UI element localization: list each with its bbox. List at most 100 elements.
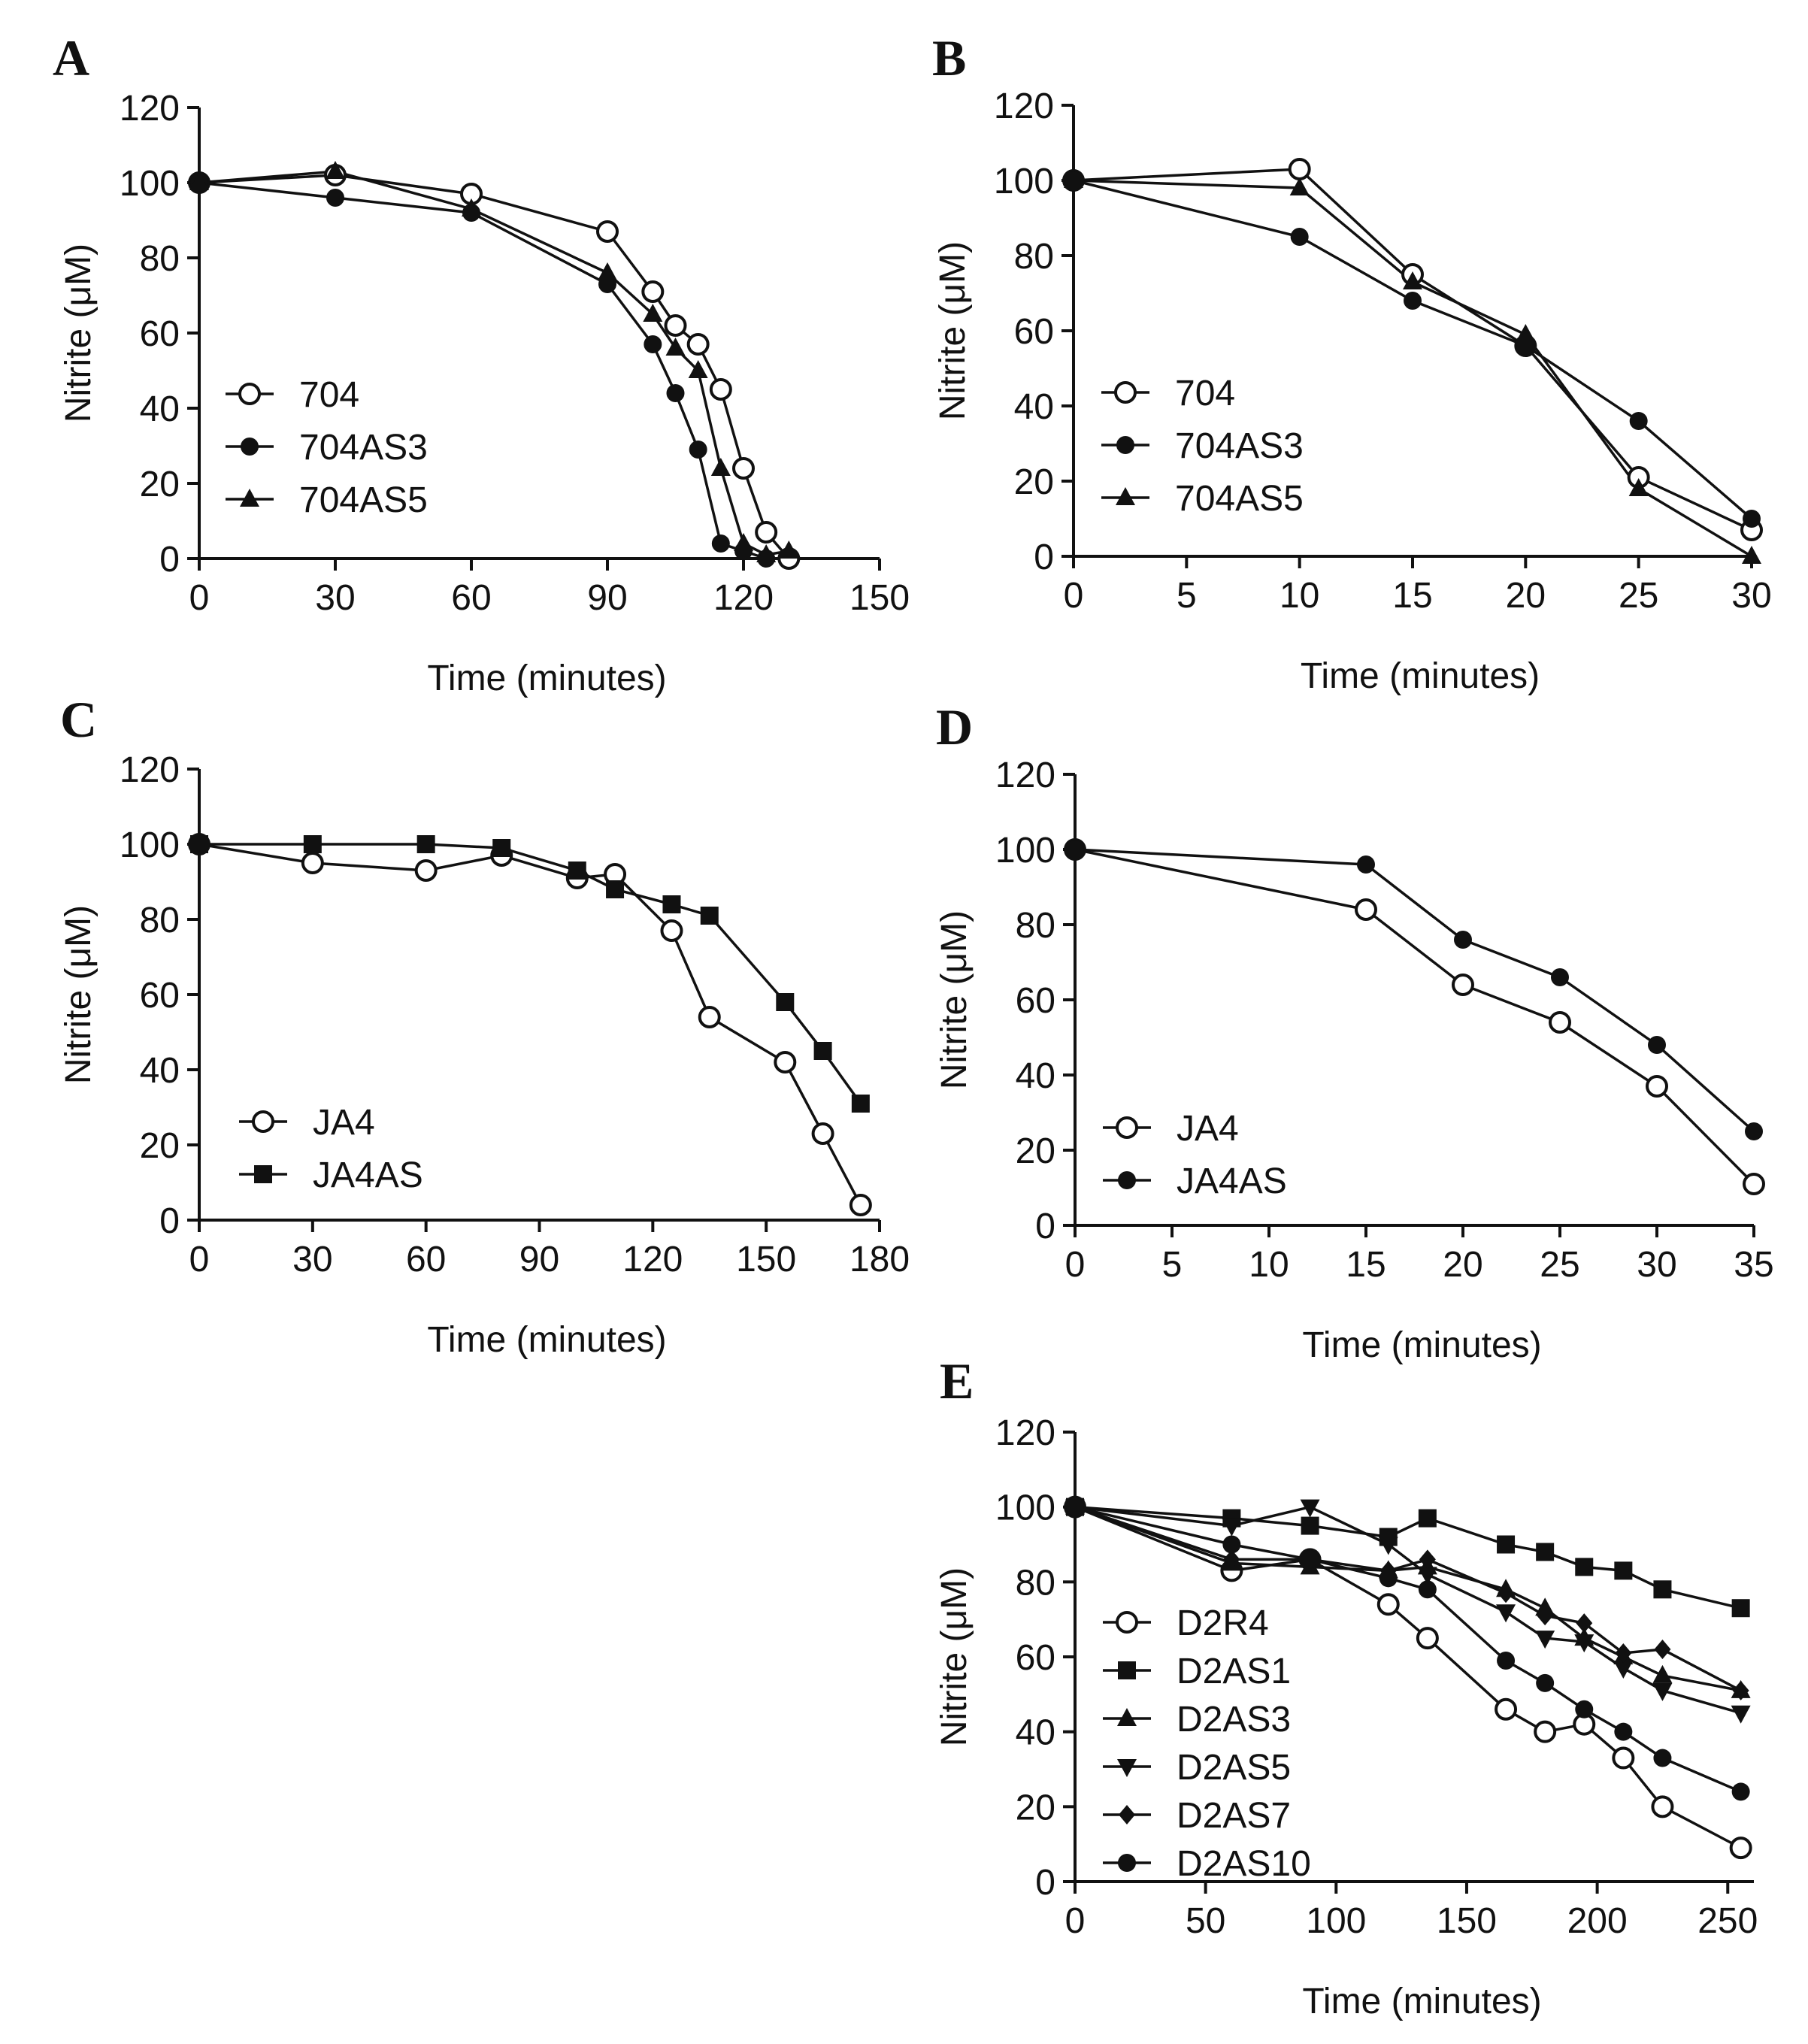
data-point-ja4 (774, 1051, 797, 1073)
y-axis-title: Nitrite (μM) (934, 910, 974, 1089)
data-point-704 (641, 280, 665, 303)
x-tick-label: 15 (1346, 1245, 1386, 1285)
x-axis-title: Time (minutes) (427, 1320, 666, 1360)
data-point-d2as5 (1378, 1537, 1398, 1555)
data-point-d2as10 (1653, 1749, 1672, 1767)
x-tick-label: 15 (1392, 576, 1432, 616)
data-point-704as5 (1742, 546, 1761, 564)
data-point-d2r4 (1651, 1795, 1674, 1818)
x-tick-label: 60 (451, 578, 491, 618)
y-tick-label: 20 (1016, 1788, 1055, 1827)
x-tick-label: 20 (1506, 576, 1546, 616)
data-point-704as5 (462, 198, 481, 217)
data-point-d2as7 (1732, 1680, 1749, 1700)
y-tick-label: 20 (1014, 462, 1054, 502)
data-point-704as5 (779, 541, 799, 559)
data-point-704as5 (1516, 324, 1536, 342)
data-point-704as5 (1628, 478, 1649, 496)
x-tick-label: 120 (713, 578, 774, 618)
y-tick-label: 80 (140, 239, 180, 279)
series-line-d2as7 (1074, 1506, 1742, 1692)
y-tick-label: 60 (1016, 1638, 1055, 1678)
x-tick-label: 150 (849, 578, 910, 618)
data-point-ja4 (811, 1122, 834, 1145)
data-point-704as3 (1629, 412, 1648, 430)
data-point-d2as5 (1652, 1682, 1673, 1701)
x-tick-label: 150 (736, 1240, 796, 1279)
data-point-d2as10 (1379, 1569, 1398, 1588)
x-tick-label: 180 (849, 1240, 910, 1279)
x-tick-label: 200 (1567, 1901, 1628, 1941)
y-tick-label: 120 (995, 756, 1055, 795)
x-tick-label: 250 (1697, 1901, 1758, 1941)
y-tick-label: 0 (159, 1201, 180, 1241)
x-tick-label: 150 (1437, 1901, 1497, 1941)
legend-label: JA4 (1177, 1109, 1239, 1149)
legend-marker (1118, 1854, 1136, 1872)
data-point-d2as5 (1613, 1660, 1634, 1679)
data-point-ja4 (1549, 1011, 1571, 1034)
y-tick-label: 0 (1035, 1207, 1055, 1246)
y-tick-label: 100 (120, 164, 180, 204)
series-line-704as3 (1073, 179, 1753, 520)
x-tick-label: 30 (315, 578, 355, 618)
legend-marker (1116, 487, 1135, 505)
y-tick-label: 40 (1016, 1713, 1055, 1753)
data-point-704 (732, 457, 755, 480)
data-point-d2as1 (1614, 1561, 1633, 1580)
data-point-ja4 (414, 859, 438, 882)
y-tick-label: 40 (140, 1051, 180, 1091)
y-tick-label: 60 (1016, 981, 1055, 1021)
data-point-ja4 (1355, 898, 1377, 921)
data-point-704 (755, 521, 778, 544)
data-point-d2as10 (1536, 1673, 1555, 1692)
data-point-ja4as (416, 835, 435, 853)
data-point-d2as7 (1576, 1613, 1593, 1634)
data-point-d2as1 (1536, 1543, 1555, 1561)
data-point-d2as10 (1731, 1782, 1750, 1801)
data-point-704as5 (189, 172, 209, 190)
legend-label: D2R4 (1177, 1603, 1269, 1643)
legend-marker (241, 438, 259, 456)
y-axis-title: Nitrite (μM) (59, 905, 98, 1084)
data-point-d2as10 (1301, 1550, 1319, 1569)
data-point-d2as5 (1574, 1634, 1594, 1653)
x-tick-label: 0 (189, 1240, 210, 1279)
panel-letter: B (932, 29, 966, 86)
y-tick-label: 0 (159, 540, 180, 580)
y-tick-label: 20 (140, 465, 180, 504)
legend-marker (1116, 1116, 1138, 1139)
y-tick-label: 60 (1014, 312, 1054, 352)
data-point-ja4 (1452, 974, 1474, 996)
data-point-d2as7 (1654, 1640, 1671, 1660)
data-point-704as5 (598, 262, 617, 280)
data-point-704as5 (1289, 177, 1310, 195)
series-line-d2as1 (1074, 1505, 1742, 1609)
y-tick-label: 120 (120, 89, 180, 129)
y-tick-label: 40 (140, 389, 180, 429)
legend-label: D2AS7 (1177, 1796, 1291, 1836)
y-axis-title: Nitrite (μM) (59, 244, 98, 422)
y-tick-label: 40 (1016, 1056, 1055, 1096)
data-point-704as3 (711, 534, 730, 553)
y-tick-label: 80 (1016, 1563, 1055, 1603)
legend-marker (240, 489, 259, 507)
legend-label: JA4 (313, 1103, 375, 1143)
x-tick-label: 30 (1731, 576, 1771, 616)
x-tick-label: 0 (1065, 1245, 1086, 1285)
y-tick-label: 100 (120, 825, 180, 865)
data-point-704as5 (756, 544, 777, 562)
data-point-d2as1 (1653, 1580, 1672, 1599)
data-point-ja4as (1454, 931, 1472, 949)
y-tick-label: 0 (1034, 537, 1054, 577)
legend-marker (1114, 381, 1137, 404)
data-point-ja4as (1066, 840, 1084, 858)
y-tick-label: 100 (994, 162, 1054, 201)
x-axis-title: Time (minutes) (1302, 1982, 1541, 2021)
data-point-d2as10 (1614, 1722, 1633, 1741)
series-line-ja4as (199, 843, 862, 1105)
data-point-d2r4 (1416, 1627, 1439, 1650)
y-tick-label: 20 (140, 1126, 180, 1166)
data-point-ja4as (700, 907, 719, 925)
y-tick-label: 60 (140, 314, 180, 354)
